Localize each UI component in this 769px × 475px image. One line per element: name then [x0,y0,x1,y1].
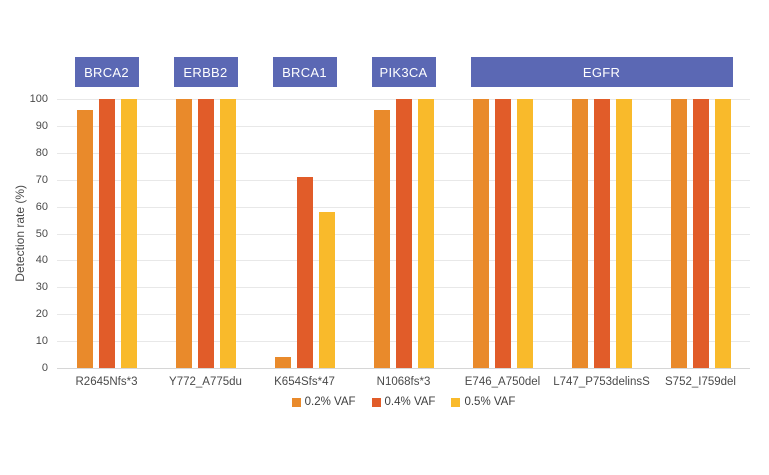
y-tick-label: 20 [35,308,48,321]
bar [472,99,489,368]
y-axis-title-text: Detection rate (%) [13,185,27,282]
bar [219,99,236,368]
bar [395,99,412,368]
bar [615,99,632,368]
legend-item: 0.5% VAF [451,396,515,408]
legend-label: 0.5% VAF [464,396,516,408]
legend-label: 0.4% VAF [384,396,436,408]
legend-item: 0.2% VAF [291,396,356,408]
y-tick-label: 70 [35,173,48,186]
y-axis-title: Detection rate (%) [12,99,28,368]
x-category-label: L747_P753delinsS [553,376,650,388]
x-category-label: N1068fs*3 [376,376,431,388]
bar [571,99,588,368]
bar [670,99,687,368]
gene-group-label: BRCA1 [272,57,337,87]
bar [120,99,137,368]
legend-swatch-icon [291,397,301,407]
y-tick-label: 90 [35,119,48,132]
y-tick-label: 30 [35,281,48,294]
bar [274,357,291,368]
y-tick-label: 100 [29,93,48,105]
y-tick-label: 60 [35,200,48,213]
x-category-label: S752_I759del [665,376,736,388]
bar [692,99,709,368]
x-category-label: Y772_A775du [169,376,242,388]
legend-swatch-icon [371,397,381,407]
x-category-label: R2645Nfs*3 [75,376,138,388]
bar [175,99,192,368]
bar [76,109,93,368]
gene-group-label: ERBB2 [173,57,238,87]
y-tick-label: 80 [35,146,48,159]
gene-group-label: EGFR [470,57,733,87]
gene-group-label: BRCA2 [74,57,139,87]
y-tick-label: 40 [35,254,48,267]
x-category-label: E746_A750del [464,376,541,388]
bar [593,99,610,368]
legend: 0.2% VAF 0.4% VAF 0.5% VAF [57,396,750,408]
legend-swatch-icon [451,397,461,407]
y-tick-label: 10 [35,335,48,348]
bar [714,99,731,368]
bar [318,211,335,368]
plot-area: 0 10 20 30 40 50 60 70 80 90 100 R2645Nfs*3 Y772_A77… [30,93,750,388]
y-tick-label: 50 [35,227,48,240]
bar [98,99,115,368]
x-axis-line [57,368,750,369]
bar [417,99,434,368]
bar [296,177,313,368]
bar [197,99,214,368]
bar [494,99,511,368]
legend-label: 0.2% VAF [304,396,356,408]
bar [516,99,533,368]
bar [373,109,390,368]
gene-group-label: PIK3CA [371,57,436,87]
y-tick-label: 0 [41,362,48,374]
legend-item: 0.4% VAF [371,396,436,408]
x-category-label: K654Sfs*47 [274,376,335,388]
